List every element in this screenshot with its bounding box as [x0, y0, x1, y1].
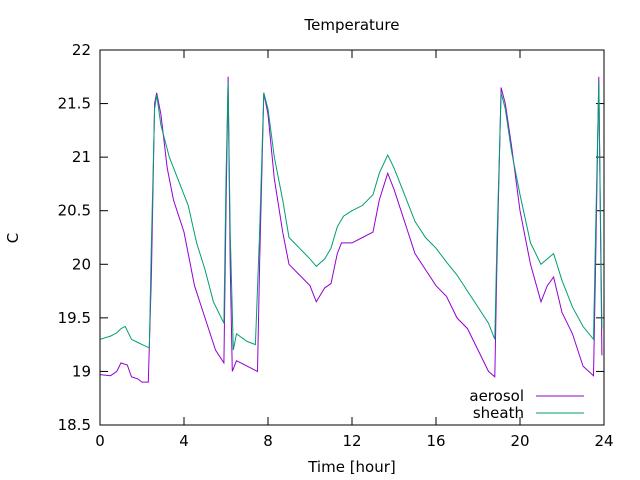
y-tick-label: 20 — [72, 255, 91, 273]
y-tick-label: 21.5 — [58, 95, 91, 113]
x-tick-label: 16 — [426, 432, 445, 450]
x-tick-label: 24 — [594, 432, 613, 450]
series-line-aerosol — [99, 76, 603, 383]
series-layer — [99, 76, 603, 383]
y-axis-label: C — [4, 233, 22, 243]
x-tick-label: 8 — [263, 432, 273, 450]
y-tick-label: 20.5 — [58, 202, 91, 220]
axis-ticks: 0 4 8 12 16 20 24 18.5 19 19.5 20 20.5 21 21.5 22 — [58, 41, 614, 450]
y-tick-label: 19.5 — [58, 309, 91, 327]
series-line-sheath — [99, 82, 603, 351]
x-tick-label: 0 — [95, 432, 105, 450]
x-tick-label: 12 — [342, 432, 361, 450]
legend-label-sheath: sheath — [473, 404, 524, 422]
y-tick-label: 19 — [72, 362, 91, 380]
chart-title: Temperature — [303, 16, 399, 34]
x-tick-label: 4 — [179, 432, 189, 450]
y-tick-label: 22 — [72, 41, 91, 59]
legend-label-aerosol: aerosol — [469, 387, 524, 405]
plot-frame — [99, 49, 605, 426]
y-tick-label: 21 — [72, 148, 91, 166]
x-tick-label: 20 — [510, 432, 529, 450]
x-axis-label: Time [hour] — [307, 458, 396, 476]
y-tick-label: 18.5 — [58, 416, 91, 434]
